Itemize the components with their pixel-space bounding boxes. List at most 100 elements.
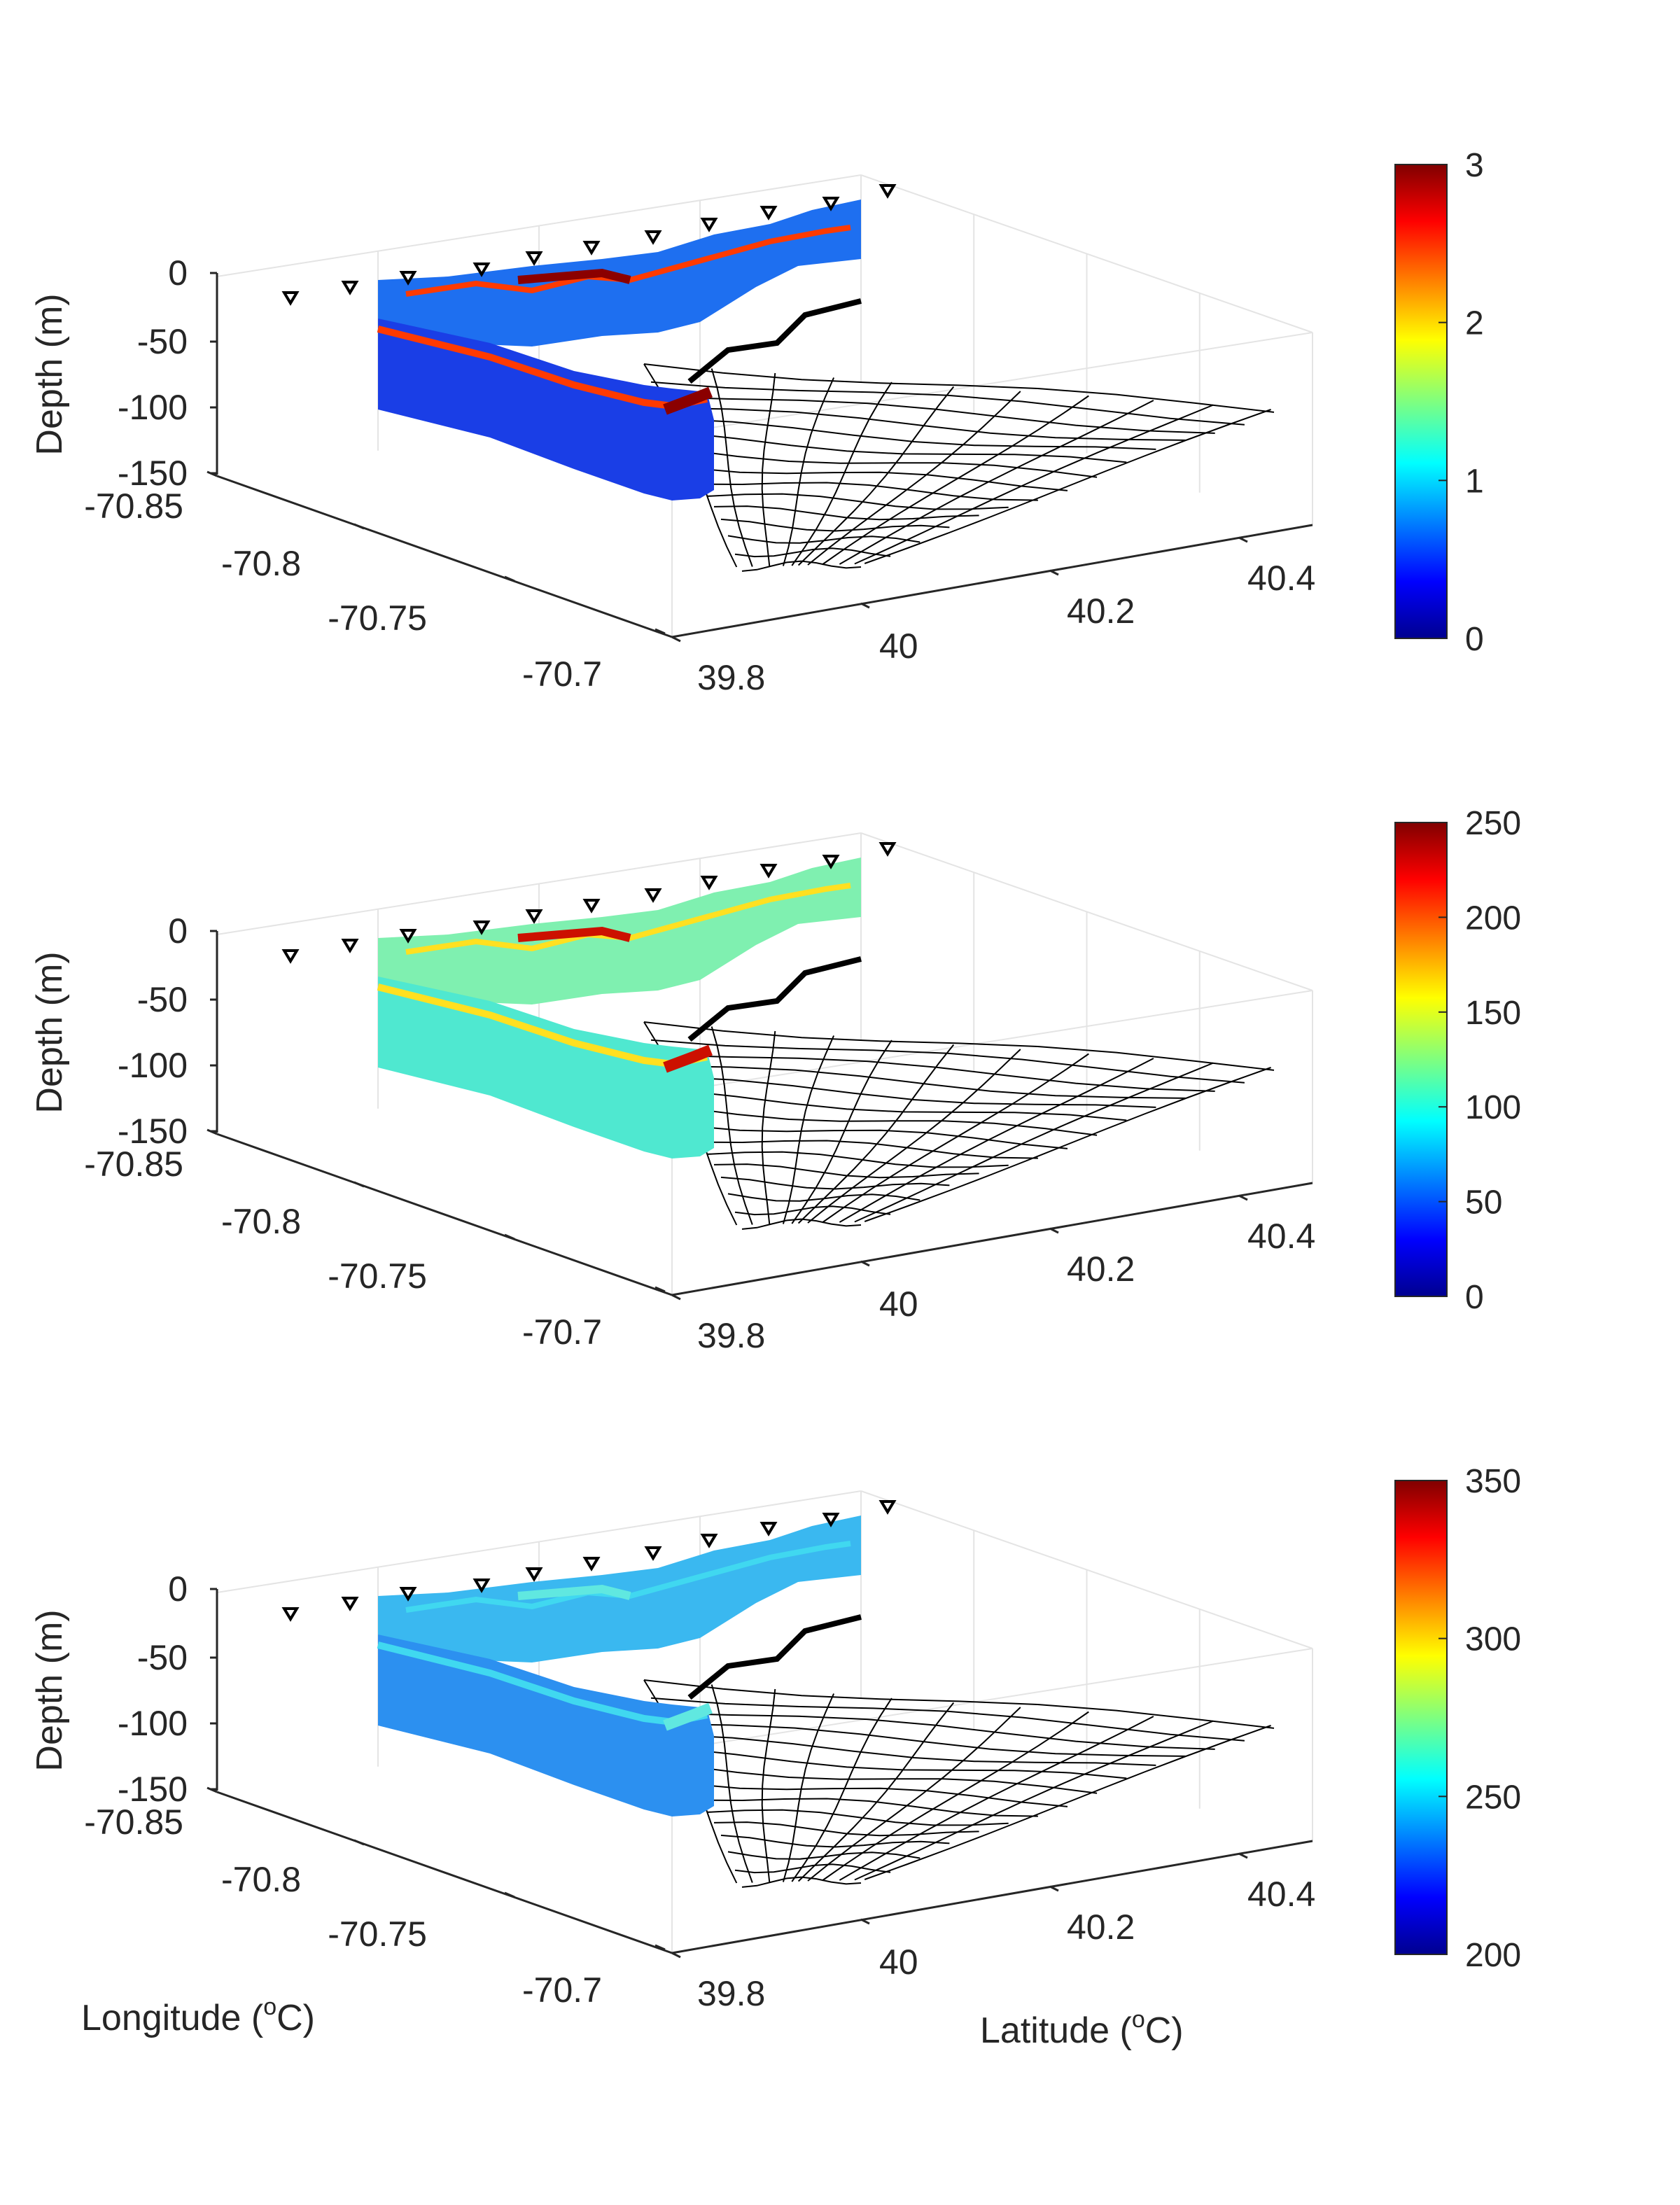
lon-tick-label: -70.85 (84, 1144, 183, 1184)
latitude-axis-line (671, 1840, 1313, 1954)
station-marker (700, 218, 718, 232)
lat-tick-label: 40.4 (1247, 1875, 1315, 1914)
mesh-line (864, 1725, 1271, 1880)
mesh-line (734, 1863, 891, 1874)
mesh-line (692, 1125, 1068, 1149)
mesh-line (699, 1140, 1038, 1159)
mesh-line (692, 467, 1068, 491)
mesh-line (706, 1151, 1009, 1168)
track-line (687, 298, 862, 384)
front-wall-section (378, 1634, 714, 1816)
depth-tick-label: -50 (137, 980, 188, 1019)
station-marker (644, 888, 662, 903)
mesh-line (692, 1783, 1068, 1807)
mesh-line (720, 518, 950, 532)
lat-tick-label: 40.4 (1247, 559, 1315, 598)
mesh-line (797, 386, 955, 566)
mesh-line (710, 1026, 753, 1225)
mesh-line (699, 482, 1038, 501)
mesh-line (839, 400, 1154, 565)
lon-tick-mark (654, 1286, 666, 1293)
colorbar-tick-label: 2 (1465, 305, 1484, 342)
mesh-line (664, 1723, 1186, 1757)
mesh-line (791, 1040, 892, 1224)
subplot-1-ticks: 0 -50 -100 -150 Depth (m) -70.85 -70.8 -70.75 -7… (29, 253, 1315, 697)
latitude-axis-label: Latitude (oC) (980, 2006, 1184, 2051)
mesh-line (643, 363, 1275, 413)
mesh-line (822, 1711, 1089, 1882)
station-marker (822, 855, 840, 869)
lat-tick-label: 40.2 (1067, 1250, 1135, 1289)
lat-tick-label: 40.4 (1247, 1217, 1315, 1256)
colorbar-tick-label: 0 (1465, 1279, 1484, 1316)
subplot-2-markers (281, 842, 897, 964)
subplot-2-mesh (643, 956, 1275, 1230)
colorbar-gradient (1394, 822, 1448, 1297)
station-marker (822, 197, 840, 211)
lat-tick-label: 39.8 (697, 658, 765, 697)
longitude-axis-label: Longitude (oC) (81, 1994, 315, 2038)
mesh-line (710, 1684, 753, 1883)
mesh-line (720, 1176, 950, 1190)
mesh-line (706, 493, 1009, 510)
station-marker (878, 842, 897, 857)
mesh-line (807, 1707, 1021, 1882)
front-peak (663, 1702, 713, 1731)
track-line (687, 956, 862, 1042)
longitude-axis-line (216, 1791, 673, 1954)
frame-line (671, 990, 1313, 1093)
lat-tick-mark (1238, 1852, 1248, 1859)
track-line (687, 1614, 862, 1700)
subplot-2: 0 -50 -100 -150 Depth (m) -70.85 -70.8 -70.75 -7… (29, 805, 1521, 1355)
lat-tick-mark (860, 1260, 870, 1267)
mesh-line (643, 1021, 1275, 1071)
colorbar-tick-label: 200 (1465, 899, 1521, 937)
station-marker (582, 1557, 601, 1572)
lon-tick-label: -70.8 (221, 544, 301, 583)
mesh-line (643, 1679, 1275, 1729)
subplot-3-ticks: 0 -50 -100 -150 Depth (m) -70.85 -70.8 -70.75 -7… (29, 1569, 1315, 2013)
depth-tick-label: 0 (168, 253, 188, 293)
depth-axis-label: Depth (m) (29, 1609, 70, 1771)
station-marker (281, 949, 300, 964)
lat-tick-mark (671, 1952, 681, 1959)
longitude-axis-line (216, 1133, 673, 1296)
mesh-line (685, 449, 1098, 478)
subplot-2-ticks: 0 -50 -100 -150 Depth (m) -70.85 -70.8 -70.75 -7… (29, 911, 1315, 1355)
mesh-line (710, 368, 753, 567)
depth-tick-label: -50 (137, 322, 188, 361)
station-marker (341, 1597, 359, 1611)
lon-tick-label: -70.75 (328, 598, 427, 638)
lon-tick-mark (206, 470, 218, 477)
colorbar-tick-label: 250 (1465, 805, 1521, 842)
station-marker (399, 271, 417, 286)
mesh-line (761, 1688, 776, 1883)
mesh-line (671, 418, 1156, 450)
mesh-line (797, 1702, 955, 1882)
station-marker (582, 241, 601, 255)
mesh-line (650, 1039, 1245, 1084)
subplot-1-section (377, 200, 861, 500)
mesh-line (839, 1058, 1154, 1223)
colorbar-tick-label: 0 (1465, 621, 1484, 658)
mesh-line (671, 1734, 1156, 1766)
depth-tick-label: -100 (118, 1704, 188, 1743)
mesh-line (854, 1720, 1214, 1881)
mesh-line (761, 1030, 776, 1225)
subplot-1-markers (281, 184, 897, 306)
lon-tick-label: -70.8 (221, 1860, 301, 1899)
mesh-line (734, 547, 891, 558)
mesh-line (839, 1716, 1154, 1881)
back-wall-section (378, 1516, 861, 1662)
mesh-line (791, 1698, 892, 1882)
mesh-line (822, 395, 1089, 566)
lat-tick-mark (860, 1918, 870, 1925)
lon-tick-mark (654, 628, 666, 635)
back-peak (517, 926, 631, 942)
lon-tick-label: -70.7 (522, 654, 602, 694)
mesh-line (664, 1065, 1186, 1099)
depth-tick-label: 0 (168, 1569, 188, 1609)
station-marker (525, 251, 543, 266)
mesh-line (741, 1218, 862, 1230)
station-marker (760, 206, 778, 220)
